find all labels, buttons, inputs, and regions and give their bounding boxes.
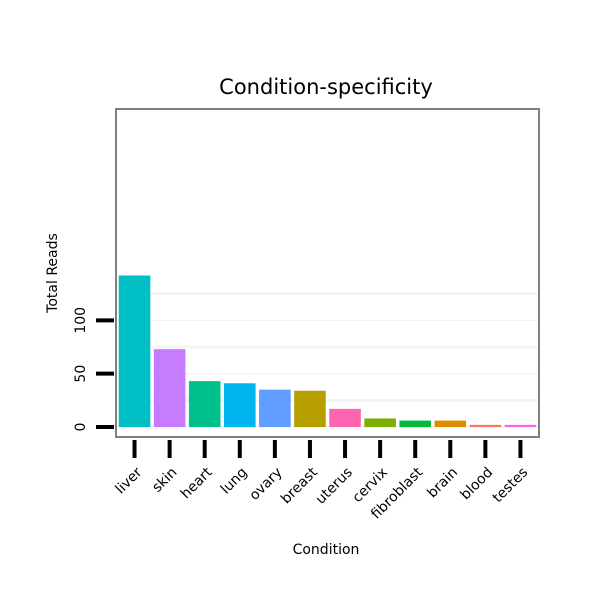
- x-tick-label-heart: heart: [178, 464, 216, 502]
- y-tick-label: 50: [73, 365, 89, 383]
- bar-group: [118, 275, 537, 427]
- x-tick-label-skin: skin: [149, 465, 180, 496]
- bar-breast: [294, 390, 326, 427]
- x-tick-label-liver: liver: [113, 464, 146, 497]
- bar-fibroblast: [399, 420, 431, 427]
- bar-cervix: [364, 418, 396, 427]
- bar-uterus: [329, 408, 361, 427]
- x-tick-label-brain: brain: [424, 465, 461, 502]
- bar-ovary: [259, 389, 291, 427]
- x-tick-label-blood: blood: [457, 465, 496, 504]
- plot-panel-border: [115, 108, 540, 438]
- bar-testes: [504, 424, 537, 427]
- x-tick-label-uterus: uterus: [313, 465, 356, 508]
- bar-blood: [469, 424, 502, 427]
- chart-title: Condition-specificity: [219, 75, 433, 99]
- y-tick-label: 100: [73, 307, 89, 334]
- gridlines: [117, 292, 538, 428]
- bar-liver: [118, 275, 151, 427]
- y-axis: 0 50 100: [73, 307, 114, 432]
- bar-heart: [188, 381, 221, 427]
- x-axis-label: Condition: [293, 542, 360, 558]
- bar-lung: [224, 383, 256, 427]
- bar-brain: [434, 420, 467, 427]
- x-tick-label-testes: testes: [490, 465, 532, 507]
- x-tick-label-breast: breast: [278, 464, 321, 507]
- bar-skin: [153, 349, 186, 427]
- y-axis-label: Total Reads: [45, 233, 61, 314]
- y-tick-label: 0: [73, 423, 89, 432]
